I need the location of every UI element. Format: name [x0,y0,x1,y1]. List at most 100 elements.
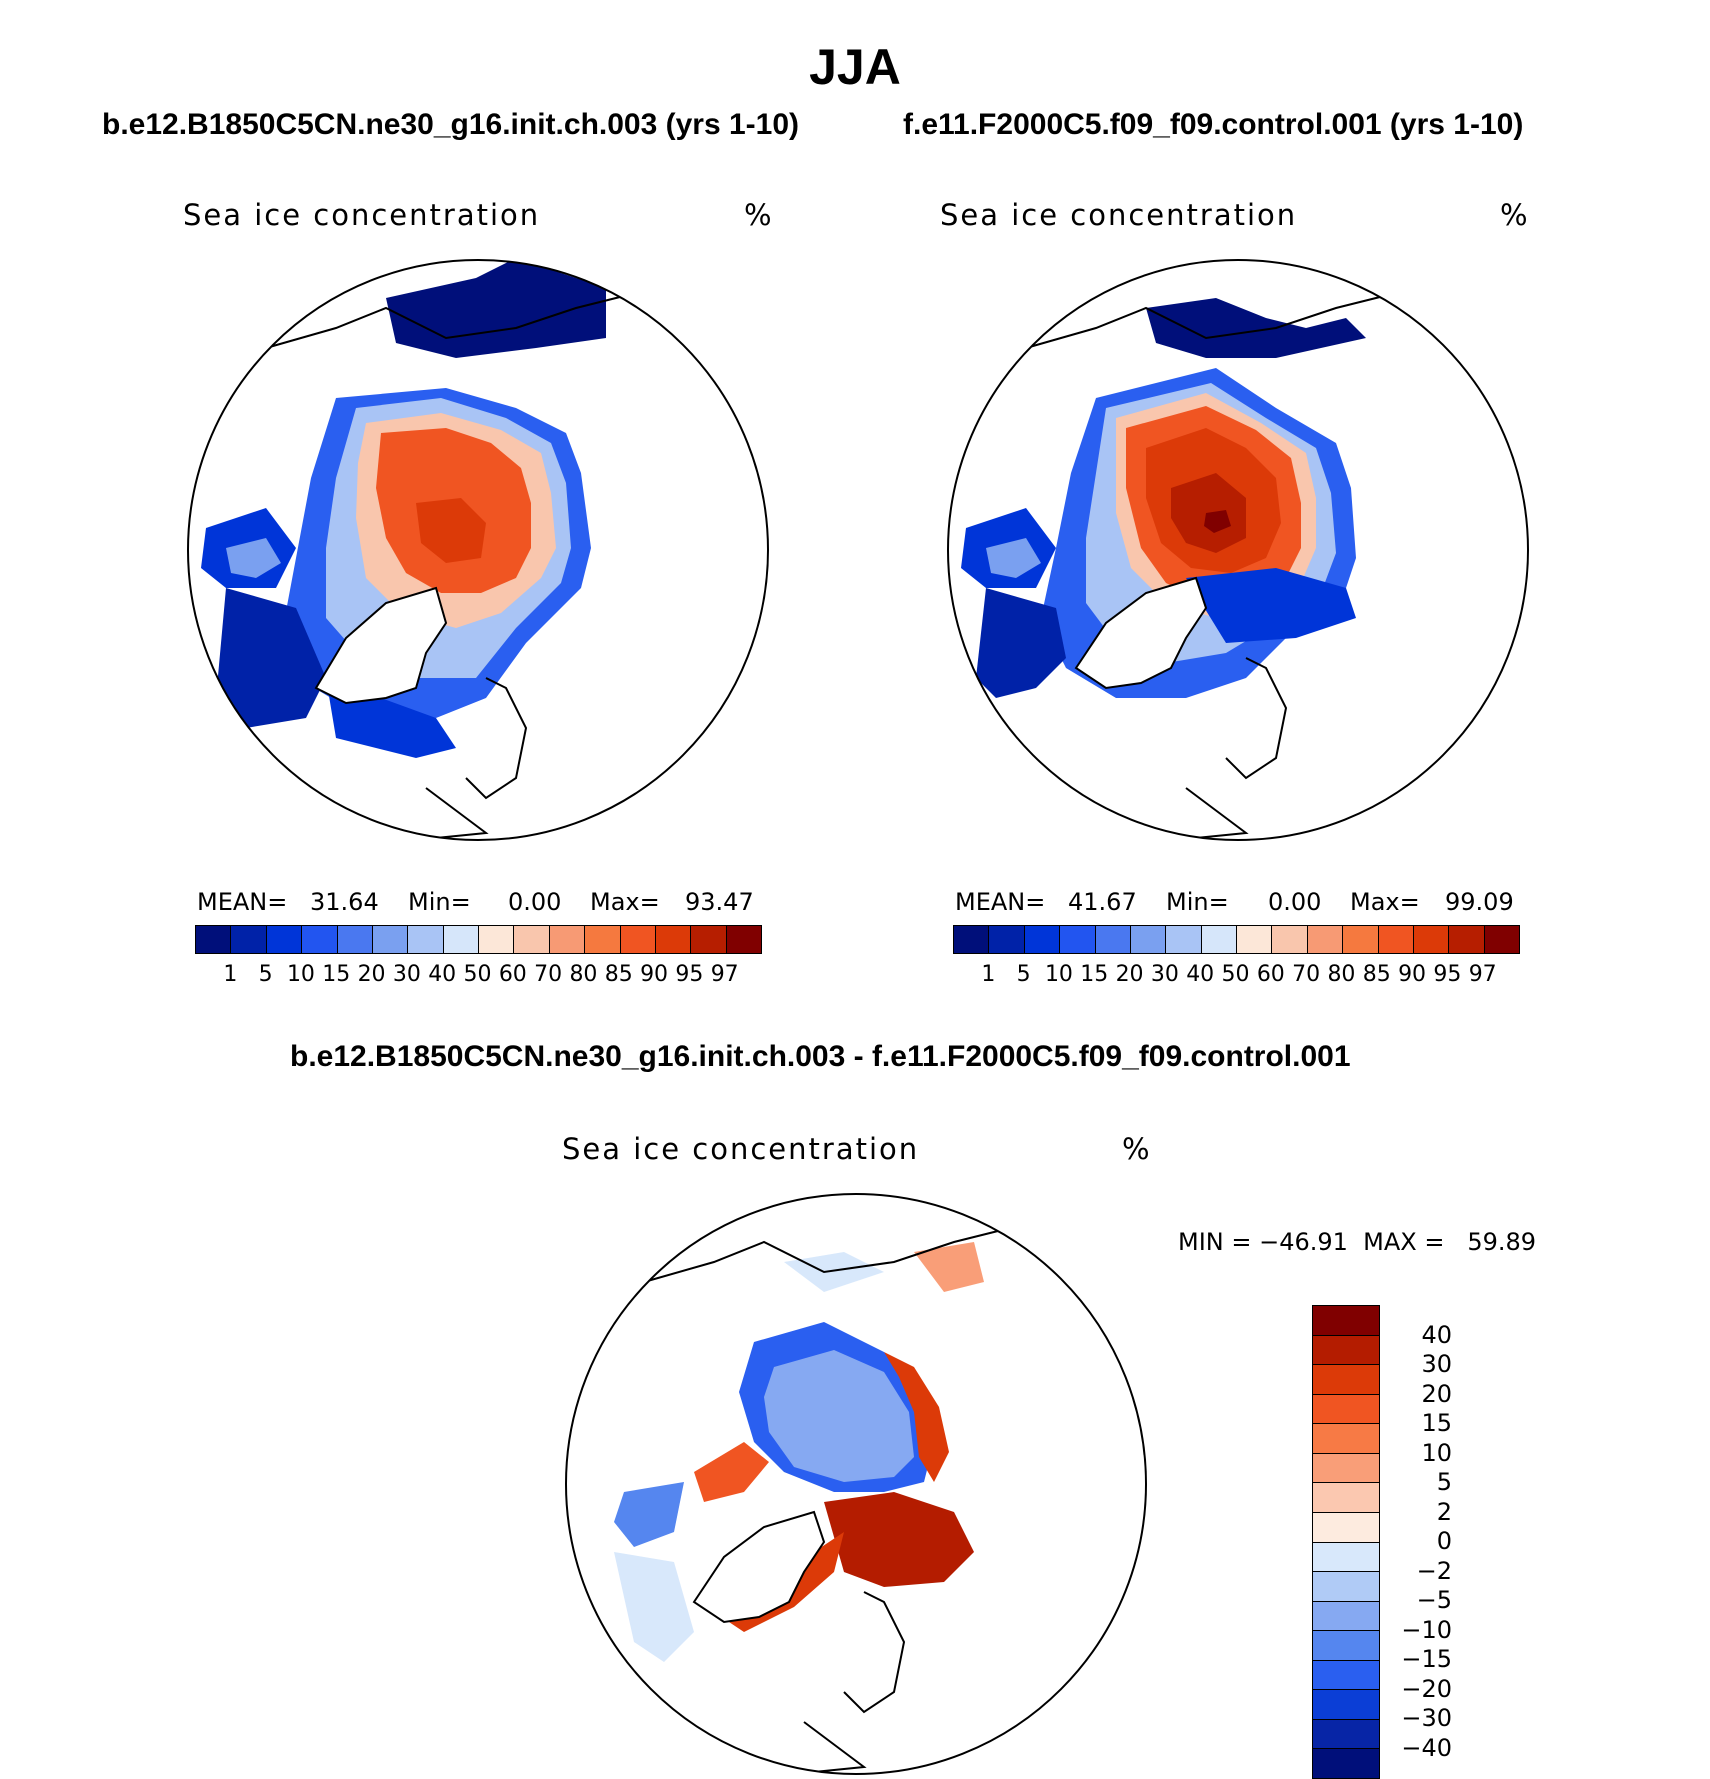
panel-1-colorbar-box [620,926,656,953]
diff-colorbar-box [1313,1365,1379,1395]
panel-1-colorbar-tick-label: 20 [357,962,386,987]
diff-colorbar-box [1313,1483,1379,1513]
panel-2-colorbar-tick-label: 40 [1186,962,1215,987]
panel-1-colorbar-tick-label: 5 [258,962,273,987]
panel-2-colorbar-box [1024,926,1061,953]
diff-min-max: MIN = −46.91 MAX = 59.89 [1178,1228,1537,1256]
panel-1-colorbar-box [337,926,373,953]
panel-2-colorbar-box [1272,926,1308,953]
panel-1-colorbar-tick-label: 95 [675,962,704,987]
panel-1-colorbar-box [549,926,586,953]
panel-2-colorbar-box [1201,926,1237,953]
panel-2-map-boundary [947,259,1529,841]
panel-2-colorbar-tick-label: 90 [1398,962,1427,987]
panel-2-colorbar-tick-label: 60 [1256,962,1285,987]
panel-1-polar-map [187,259,769,841]
diff-colorbar-box [1313,1424,1379,1454]
panel-1-colorbar-tick-label: 15 [322,962,351,987]
diff-colorbar-tick-label: −2 [1416,1556,1452,1585]
panel-1-colorbar-tick-label: 1 [223,962,238,987]
diff-colorbar-tick-label: −5 [1416,1586,1452,1614]
diff-colorbar-box [1313,1660,1379,1691]
panel-1-colorbar-tick-label: 60 [498,962,527,987]
panel-1-max-value: 93.47 [685,888,754,916]
diff-colorbar-box [1313,1394,1379,1425]
diff-colorbar-box [1313,1335,1379,1366]
panel-2-colorbar-tick-label: 50 [1221,962,1250,987]
panel-2-colorbar-tick-label: 10 [1044,962,1073,987]
panel-1-ice-pack-core [416,498,486,563]
diff-greenland-land [692,1510,826,1624]
diff-siberia-coast [643,1221,1035,1283]
panel-1-colorbar-box [231,926,267,953]
panel-1-mean-label: MEAN= [197,888,288,916]
panel-1-colorbar-box [408,926,444,953]
panel-1-colorbar-box [302,926,338,953]
panel-2-colorbar-box [1413,926,1450,953]
panel-1-max-label: Max= [590,888,660,916]
panel-2-units-label: % [1500,198,1530,232]
diff-units-label: % [1122,1132,1152,1166]
panel-1-min-label: Min= [408,888,471,916]
panel-2-mean-value: 41.67 [1068,888,1137,916]
panel-2-colorbar-box [954,926,990,953]
diff-variable-label: Sea ice concentration [562,1132,920,1166]
diff-colorbar-box [1313,1631,1379,1661]
panel-2-mean-label: MEAN= [955,888,1046,916]
diff-red-siberian-edge [884,1352,949,1482]
diff-colorbar-tick-label: 40 [1421,1320,1452,1349]
panel-2-labrador-ice [976,588,1066,698]
panel-2-colorbar-box [1484,926,1519,953]
panel-2-colorbar-box [1095,926,1131,953]
panel-2-colorbar-box [1343,926,1379,953]
panel-2-greenland-land [1074,576,1208,690]
panel-2-scandinavia-coast [1225,657,1288,780]
panel-2-colorbar-tick-label: 20 [1115,962,1144,987]
panel-2-colorbar-tick-label: 5 [1016,962,1031,987]
diff-colorbar-tick-label: −15 [1401,1645,1452,1673]
diff-colorbar-box [1313,1512,1379,1543]
diff-light-labrador [614,1552,694,1662]
diff-colorbar-box [1313,1749,1379,1778]
panel-1-hudson-bay-ice [226,538,281,578]
panel-1-colorbar-box [514,926,550,953]
panel-1-map-boundary [187,259,769,841]
panel-2-max-label: Max= [1350,888,1420,916]
panel-2-case-title: f.e11.F2000C5.f09_f09.control.001 (yrs 1… [903,108,1524,141]
panel-2-ice-pack-max [1204,510,1231,533]
panel-1-colorbar-box [726,926,761,953]
diff-scandinavia-coast [843,1591,906,1714]
diff-map-boundary [565,1193,1147,1775]
panel-1-colorbar-tick-label: 80 [569,962,598,987]
panel-1-colorbar-tick-label: 70 [534,962,563,987]
panel-2-colorbar-box [1307,926,1344,953]
diff-case-title: b.e12.B1850C5CN.ne30_g16.init.ch.003 - f… [290,1040,1351,1073]
panel-2-colorbar-box [1449,926,1485,953]
panel-1-mean-value: 31.64 [310,888,379,916]
panel-1-colorbar-tick-label: 10 [286,962,315,987]
panel-2-min-value: 0.00 [1268,888,1322,916]
panel-1-colorbar-tick-label: 30 [392,962,421,987]
panel-1-units-label: % [744,198,774,232]
diff-blue-central [764,1350,914,1482]
panel-1-colorbar-tick-label: 85 [604,962,633,987]
panel-2-colorbar-box [989,926,1025,953]
panel-1-colorbar-tick-label: 97 [710,962,739,987]
diff-colorbar-tick-label: 20 [1421,1379,1452,1408]
panel-2-colorbar-box [1060,926,1096,953]
panel-2-europe-coast [1185,787,1249,839]
diff-colorbar-tick-label: −10 [1401,1615,1452,1644]
panel-2-colorbar-tick-label: 30 [1150,962,1179,987]
diff-colorbar-labels: 40 30 20 15 10 5 2 0 −2 −5 −10 −15 −20 −30 −40 [1390,1305,1452,1777]
diff-red-bering-strait [914,1242,984,1292]
panel-2-polar-map [947,259,1529,841]
panel-1-colorbar-tick-label: 90 [640,962,669,987]
panel-1-colorbar-box [266,926,303,953]
diff-colorbar-box [1313,1572,1379,1602]
panel-2-hudson-bay-ice [986,538,1041,578]
panel-2-min-label: Min= [1166,888,1229,916]
panel-2-colorbar-tick-label: 85 [1362,962,1391,987]
panel-1-colorbar-box [479,926,515,953]
diff-colorbar-box [1313,1542,1379,1573]
panel-1-colorbar [195,925,762,954]
